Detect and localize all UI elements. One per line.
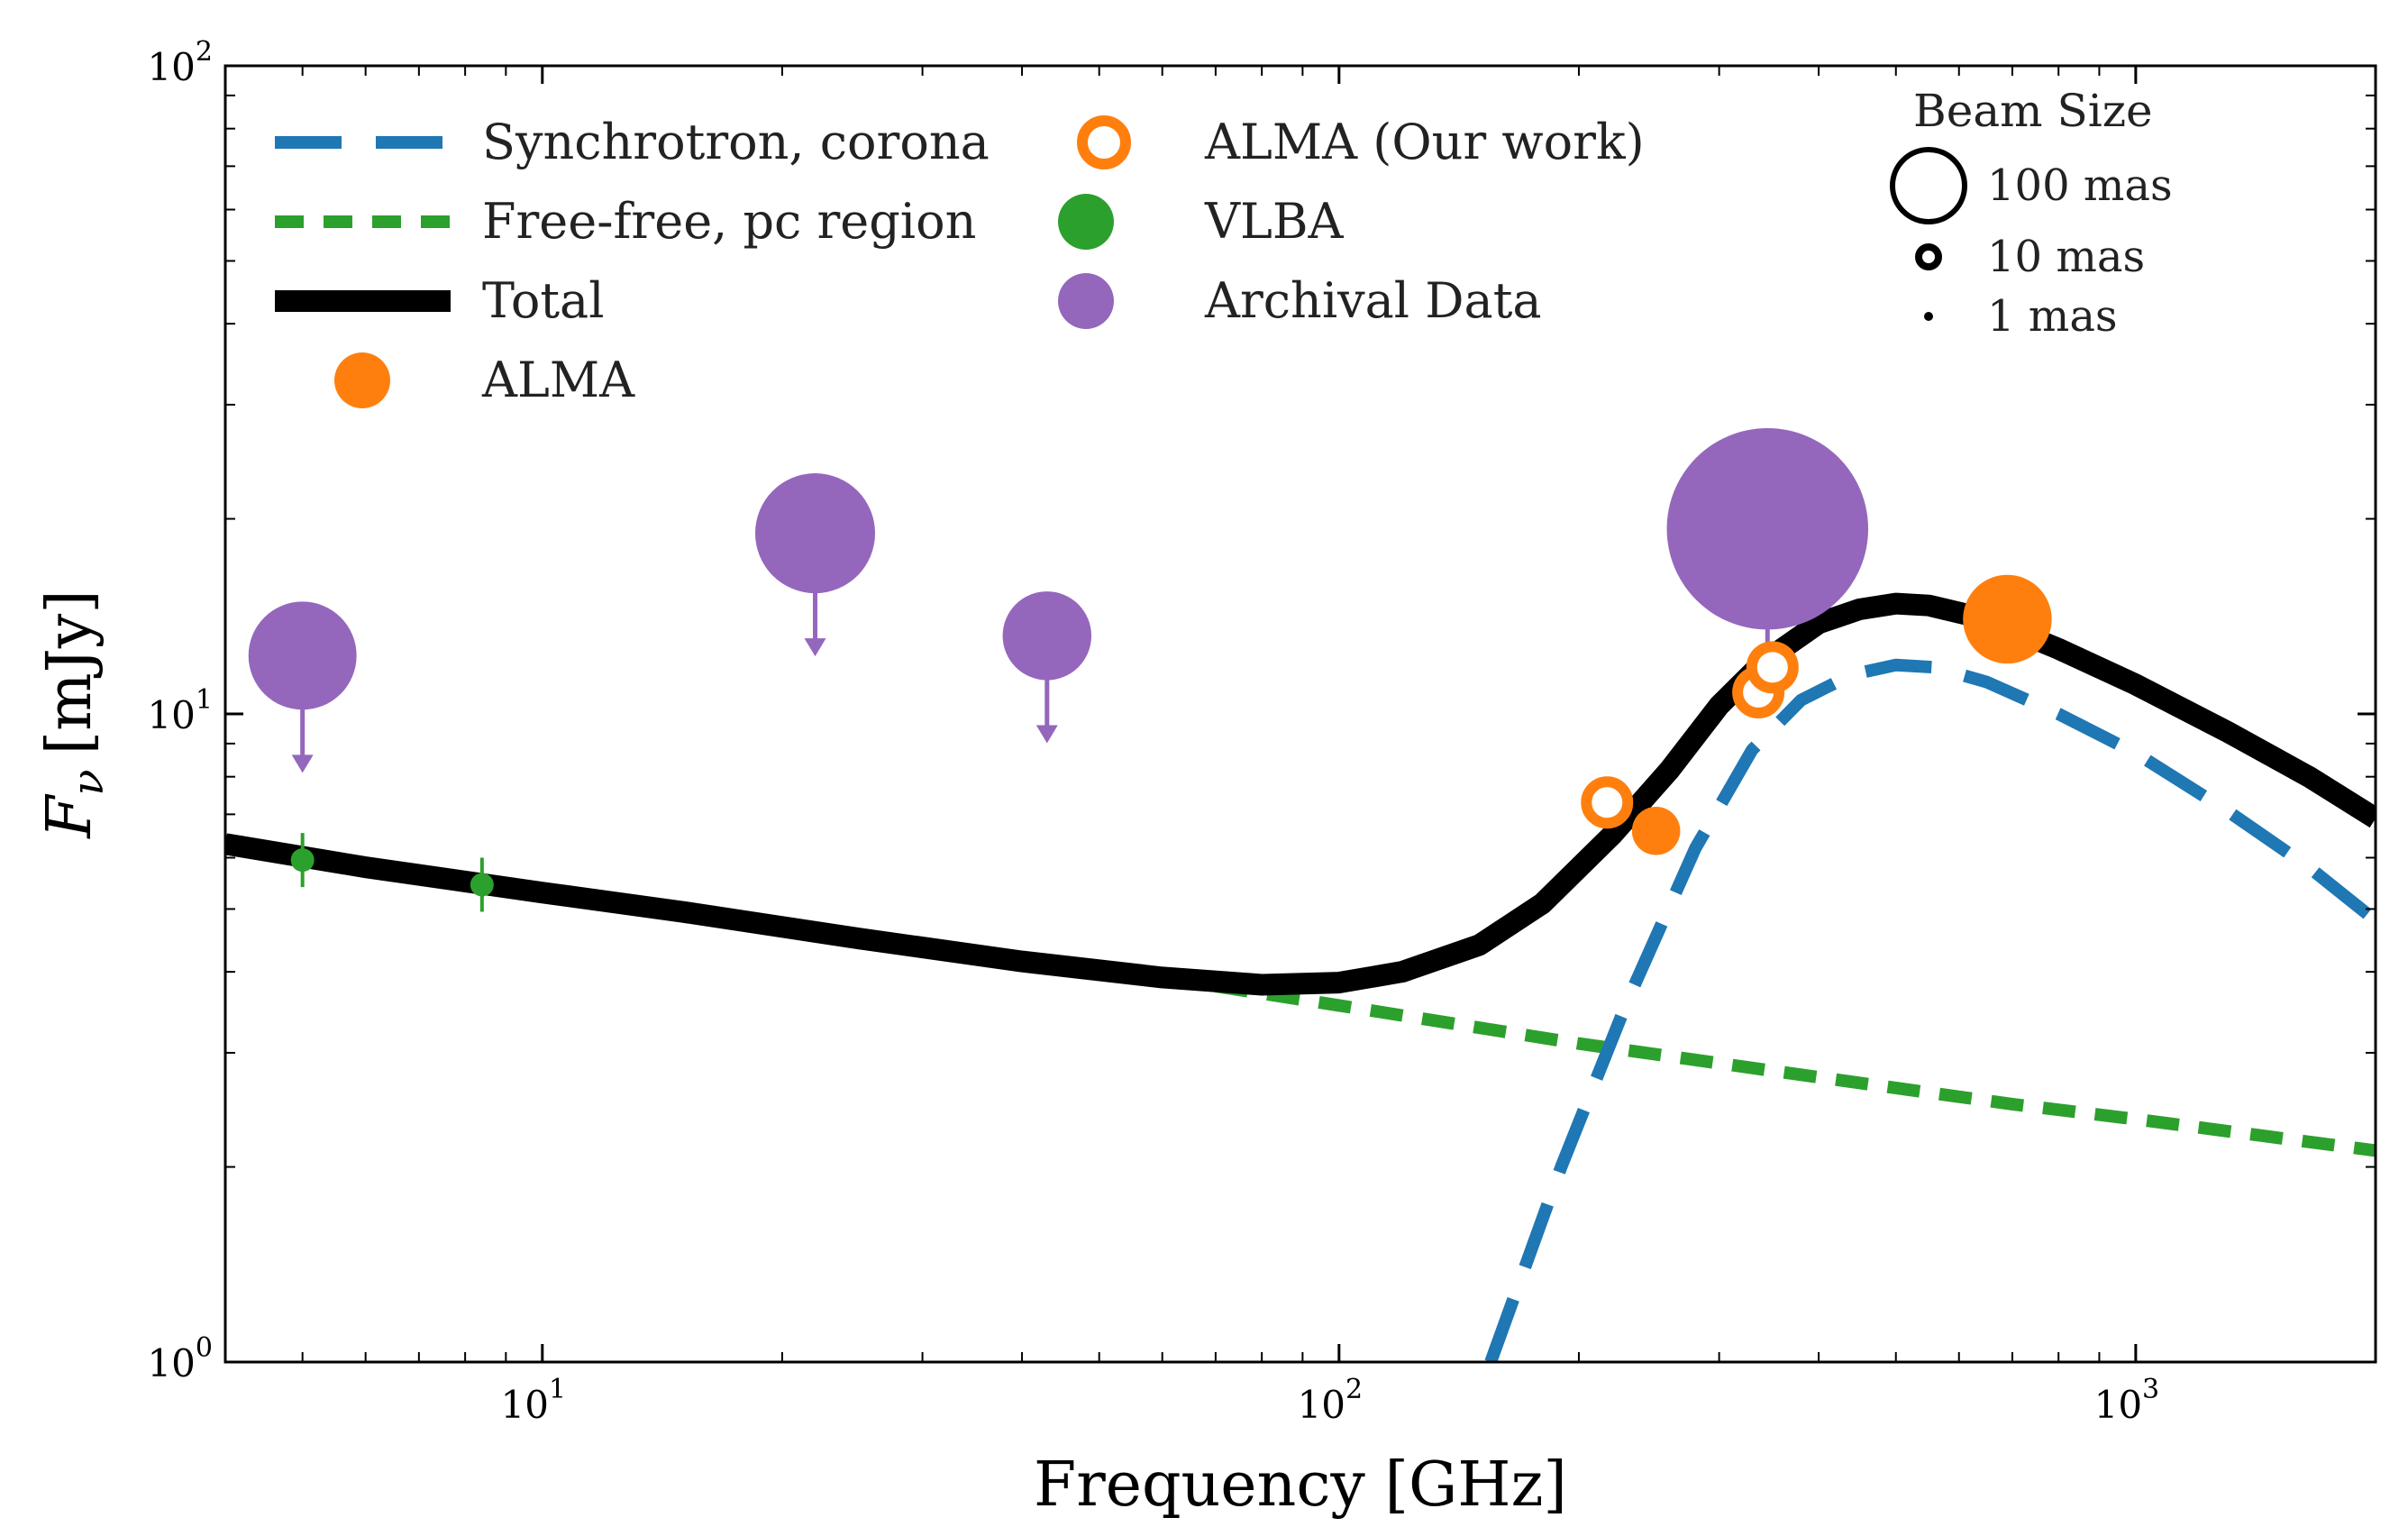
series-line-free-free-pc-region xyxy=(1214,980,2376,1157)
y-tick-label-1: 101 xyxy=(147,684,213,737)
y-tick-label-2: 102 xyxy=(147,36,213,89)
archival-limit-arrow-0 xyxy=(291,754,314,773)
x-tick-label-1: 101 xyxy=(501,1374,567,1427)
x-tick-exp: 3 xyxy=(2142,1374,2159,1405)
legend-label-alma: ALMA xyxy=(481,352,635,408)
archival-point-1 xyxy=(754,473,876,594)
legend-label-synchrotron-corona: Synchrotron, corona xyxy=(482,114,990,170)
archival-point-3 xyxy=(1666,427,1869,630)
beam-legend-label-1: 10 mas xyxy=(1987,232,2145,282)
x-tick-exp: 1 xyxy=(549,1374,566,1405)
y-tick-exp: 1 xyxy=(196,684,213,716)
y-axis-unit: [mJy] xyxy=(34,590,105,754)
legend-label-alma-our-work: ALMA (Our work) xyxy=(1204,114,1645,170)
vlba-point-0 xyxy=(290,848,315,873)
beam-legend-marker-1 xyxy=(1915,243,1942,270)
x-tick-base: 10 xyxy=(1298,1383,1345,1427)
alma-point-0 xyxy=(1631,806,1681,855)
beam-legend-marker-2 xyxy=(1924,312,1933,321)
y-tick-label-0: 100 xyxy=(147,1332,213,1385)
beam-size-legend: Beam Size 100 mas 10 mas 1 mas xyxy=(1890,85,2173,342)
y-tick-base: 10 xyxy=(147,45,195,89)
x-tick-exp: 2 xyxy=(1345,1374,1363,1405)
alma-our-work-point-0 xyxy=(1581,776,1634,829)
y-axis-label: Fν [mJy] xyxy=(34,590,114,840)
x-axis-label: Frequency [GHz] xyxy=(1034,1449,1567,1521)
archival-limit-arrow-1 xyxy=(804,638,826,657)
alma-our-work-point-2 xyxy=(1746,641,1799,694)
x-tick-label-3: 103 xyxy=(2094,1374,2160,1427)
beam-legend-marker-0 xyxy=(1890,147,1967,224)
x-tick-base: 10 xyxy=(2094,1383,2142,1427)
archival-limit-arrow-2 xyxy=(1035,725,1058,744)
legend-label-total: Total xyxy=(482,272,605,329)
archival-point-0 xyxy=(248,601,357,710)
legend: Synchrotron, corona Free-free, pc region T… xyxy=(275,114,1645,408)
y-tick-base: 10 xyxy=(147,1341,195,1385)
beam-legend-label-2: 1 mas xyxy=(1987,291,2118,342)
legend-handle-archival-data xyxy=(1058,273,1114,329)
legend-handle-alma-our-work xyxy=(1077,115,1131,169)
y-axis-symbol: F xyxy=(34,793,105,840)
x-tick-base: 10 xyxy=(501,1383,549,1427)
y-tick-exp: 0 xyxy=(196,1332,213,1364)
beam-legend-label-0: 100 mas xyxy=(1987,160,2173,211)
y-tick-exp: 2 xyxy=(196,36,213,68)
legend-label-vlba: VLBA xyxy=(1204,193,1345,250)
x-tick-label-2: 102 xyxy=(1298,1374,1364,1427)
series-line-total xyxy=(225,592,2376,996)
beam-legend-title: Beam Size xyxy=(1913,85,2153,137)
legend-handle-alma xyxy=(334,352,390,408)
series-line-synchrotron-corona xyxy=(1484,658,2376,1362)
y-axis-subscript: ν xyxy=(63,769,114,795)
archival-point-2 xyxy=(1002,591,1092,681)
y-tick-base: 10 xyxy=(147,693,195,737)
legend-handle-vlba xyxy=(1058,194,1114,250)
plot-area xyxy=(225,427,2376,1362)
legend-label-free-free-pc-region: Free-free, pc region xyxy=(482,193,976,250)
vlba-point-1 xyxy=(470,873,494,897)
alma-point-1 xyxy=(1963,574,2052,664)
legend-label-archival-data: Archival Data xyxy=(1204,272,1542,329)
